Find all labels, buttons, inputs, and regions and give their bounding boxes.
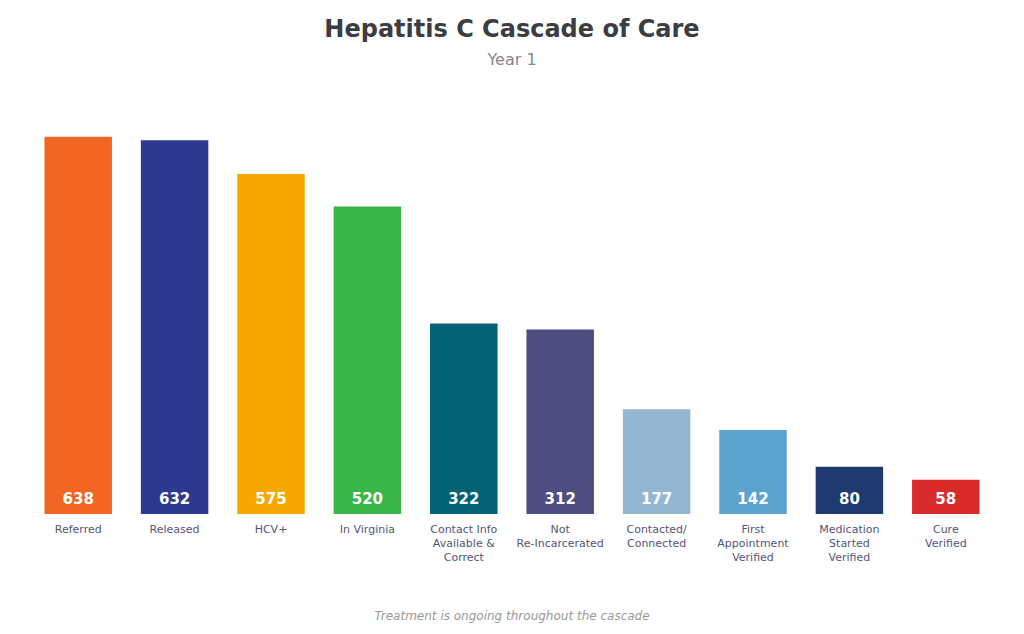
- svg-text:Referred: Referred: [55, 523, 102, 536]
- svg-text:Contact Info: Contact Info: [430, 523, 497, 536]
- svg-text:312: 312: [545, 490, 576, 508]
- svg-text:575: 575: [255, 490, 286, 508]
- svg-text:Released: Released: [150, 523, 200, 536]
- svg-text:Medication: Medication: [819, 523, 879, 536]
- svg-text:58: 58: [935, 490, 956, 508]
- svg-text:322: 322: [448, 490, 479, 508]
- svg-text:520: 520: [352, 490, 383, 508]
- svg-text:142: 142: [737, 490, 768, 508]
- svg-text:Connected: Connected: [627, 537, 686, 550]
- svg-text:Started: Started: [829, 537, 870, 550]
- svg-text:Year 1: Year 1: [486, 50, 536, 69]
- svg-text:632: 632: [159, 490, 190, 508]
- svg-text:638: 638: [63, 490, 94, 508]
- svg-text:First: First: [741, 523, 765, 536]
- svg-text:Treatment is ongoing throughou: Treatment is ongoing throughout the casc…: [374, 609, 649, 623]
- svg-text:Contacted/: Contacted/: [626, 523, 687, 536]
- svg-text:Cure: Cure: [933, 523, 959, 536]
- svg-text:In Virginia: In Virginia: [340, 523, 395, 536]
- svg-text:HCV+: HCV+: [255, 523, 288, 536]
- svg-text:Verified: Verified: [829, 551, 871, 564]
- svg-text:Correct: Correct: [444, 551, 485, 564]
- svg-text:Hepatitis C Cascade of Care: Hepatitis C Cascade of Care: [324, 15, 699, 43]
- svg-text:Not: Not: [551, 523, 571, 536]
- svg-text:Verified: Verified: [732, 551, 774, 564]
- svg-text:Re-Incarcerated: Re-Incarcerated: [517, 537, 604, 550]
- svg-text:Verified: Verified: [925, 537, 967, 550]
- svg-text:177: 177: [641, 490, 672, 508]
- svg-text:Available &: Available &: [433, 537, 495, 550]
- svg-text:Appointment: Appointment: [717, 537, 789, 550]
- svg-text:80: 80: [839, 490, 860, 508]
